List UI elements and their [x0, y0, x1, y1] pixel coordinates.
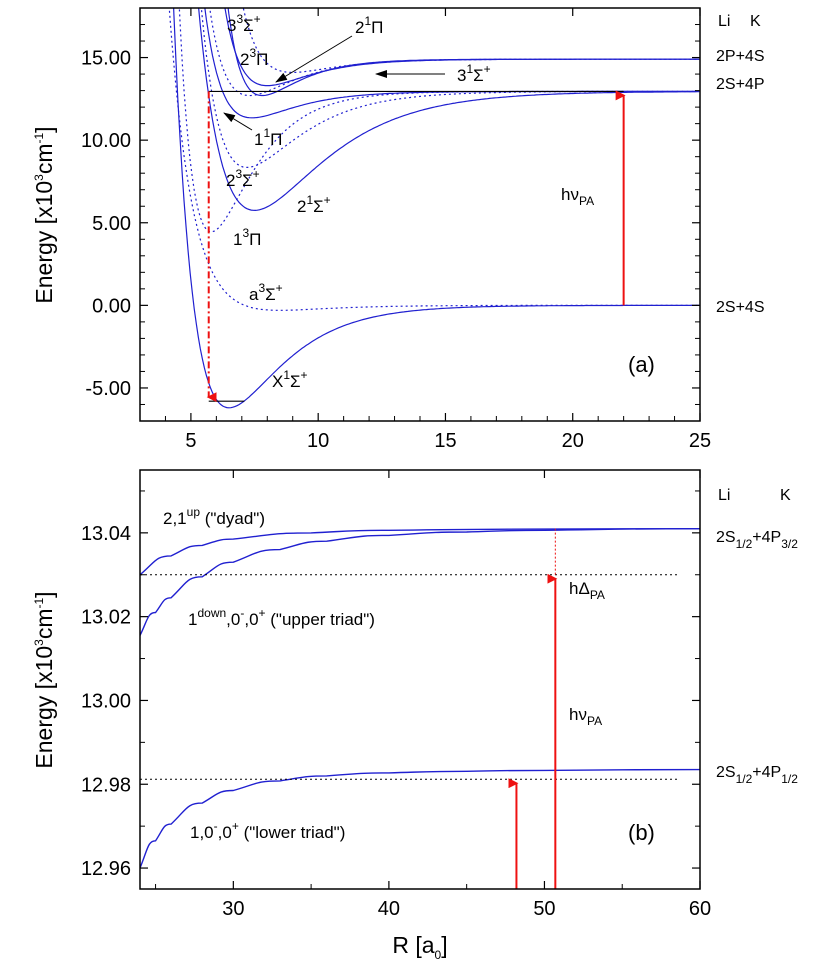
panel-a-y-axis-label: Energy [x103cm-1] [31, 126, 57, 303]
potential-curve [168, 8, 700, 311]
y-tick-label: 15.00 [81, 48, 131, 70]
panel-a-annotations [206, 35, 626, 403]
panel-a-curves [168, 8, 700, 409]
panel-b-annotations [140, 528, 680, 889]
label-dyad: 2,1up ("dyad") [163, 505, 265, 528]
state-label-21pi: 21Π [355, 14, 383, 37]
panel-b-hdelta-label: hΔPA [569, 579, 605, 602]
label-lower-triad: 1,0-,0+ ("lower triad") [190, 819, 345, 842]
x-tick-label: 5 [185, 430, 196, 452]
state-label-33sigma: 33Σ+ [227, 12, 261, 35]
panel-b-curves [140, 528, 700, 869]
state-label-x1sigma: X1Σ+ [272, 368, 308, 391]
state-label-23sigma: 23Σ+ [226, 167, 260, 190]
x-tick-label: 60 [689, 898, 711, 920]
y-tick-label: 13.04 [81, 523, 131, 545]
panel-b-ticks: 30 40 50 60 12.96 12.98 13.00 13.02 13.04 [81, 470, 711, 920]
asymptote-lower-label: 2S1/2+4P1/2 [716, 764, 798, 786]
panel-a-ticks: 5 10 15 20 25 -5.00 0.00 5.00 10.00 15.00 [81, 7, 711, 452]
asymptote-2s4s-label: 2S+4S [716, 299, 764, 316]
panel-b-header-k: K [780, 487, 791, 504]
state-label-31sigma: 31Σ+ [457, 62, 491, 85]
potential-curve [200, 8, 700, 169]
x-tick-label: 15 [434, 430, 456, 452]
potential-curve [227, 8, 700, 97]
x-tick-label: 40 [378, 898, 400, 920]
panel-a-header-k: K [750, 13, 761, 30]
panel-a: 5 10 15 20 25 -5.00 0.00 5.00 10.00 15.00 Energy … [31, 7, 764, 452]
potential-curve [140, 768, 700, 869]
potential-curve [224, 8, 700, 87]
state-label-21sigma: 21Σ+ [297, 193, 331, 216]
panel-b-frame [139, 469, 701, 890]
potential-curve [242, 8, 700, 73]
panel-b-label: (b) [628, 820, 655, 845]
y-tick-label: 12.98 [81, 774, 131, 796]
potential-curve [140, 528, 700, 636]
x-tick-label: 10 [307, 430, 329, 452]
y-tick-label: 13.02 [81, 607, 131, 629]
asymptote-2s4p-label: 2S+4P [716, 76, 764, 93]
potential-curve [209, 8, 700, 97]
panel-b: 30 40 50 60 12.96 12.98 13.00 13.02 13.04 Energy… [31, 469, 798, 962]
label-upper-triad: 1down,0-,0+ ("upper triad") [188, 606, 375, 629]
panel-b-header-li: Li [718, 487, 730, 504]
x-tick-label: 50 [533, 898, 555, 920]
state-label-13pi: 13Π [233, 226, 261, 249]
y-tick-label: 5.00 [92, 213, 131, 235]
panel-a-hv-label: hνPA [561, 185, 594, 208]
y-tick-label: 13.00 [81, 690, 131, 712]
label-pointer-arrow [275, 35, 353, 83]
panel-a-label: (a) [628, 352, 655, 377]
panel-b-x-axis-label: R [a0] [392, 932, 447, 962]
panel-b-hv-label: hνPA [569, 705, 602, 728]
label-pointer-arrow [223, 112, 253, 131]
asymptote-2p4s-label: 2P+4S [716, 48, 764, 65]
y-tick-label: 10.00 [81, 130, 131, 152]
potential-curve [178, 8, 700, 233]
panel-a-header-li: Li [718, 13, 730, 30]
x-tick-label: 20 [562, 430, 584, 452]
y-tick-label: -5.00 [85, 378, 131, 400]
panel-b-y-axis-label: Energy [x103cm-1] [31, 591, 57, 768]
x-tick-label: 30 [222, 898, 244, 920]
y-tick-label: 12.96 [81, 858, 131, 880]
x-tick-label: 25 [689, 430, 711, 452]
state-label-a3sigma: a3Σ+ [249, 281, 283, 304]
potential-curve [198, 8, 700, 212]
potential-curve [140, 528, 700, 576]
y-tick-label: 0.00 [92, 295, 131, 317]
state-label-11pi: 11Π [254, 126, 282, 149]
state-label-23pi: 23Π [240, 46, 268, 69]
asymptote-upper-label: 2S1/2+4P3/2 [716, 529, 798, 551]
